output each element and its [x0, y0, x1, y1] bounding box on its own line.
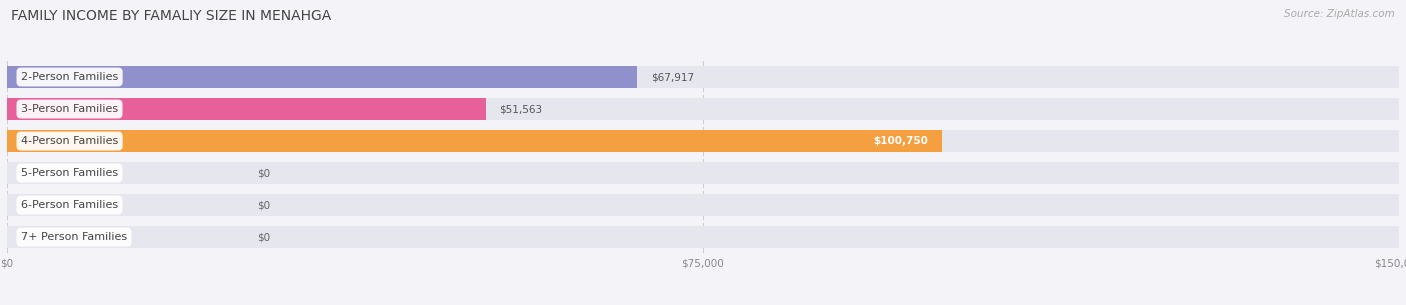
- Text: 3-Person Families: 3-Person Families: [21, 104, 118, 114]
- Text: 6-Person Families: 6-Person Families: [21, 200, 118, 210]
- Text: $100,750: $100,750: [873, 136, 928, 146]
- Bar: [7, 98, 485, 120]
- Text: 2-Person Families: 2-Person Families: [21, 72, 118, 82]
- Bar: [7, 162, 1399, 184]
- Bar: [7, 194, 1399, 216]
- Text: 5-Person Families: 5-Person Families: [21, 168, 118, 178]
- Text: Source: ZipAtlas.com: Source: ZipAtlas.com: [1284, 9, 1395, 19]
- Bar: [7, 130, 1399, 152]
- Text: $67,917: $67,917: [651, 72, 695, 82]
- Text: 4-Person Families: 4-Person Families: [21, 136, 118, 146]
- Text: FAMILY INCOME BY FAMALIY SIZE IN MENAHGA: FAMILY INCOME BY FAMALIY SIZE IN MENAHGA: [11, 9, 332, 23]
- Text: $51,563: $51,563: [499, 104, 543, 114]
- Text: 7+ Person Families: 7+ Person Families: [21, 232, 127, 242]
- Bar: [7, 130, 942, 152]
- Text: $0: $0: [257, 200, 271, 210]
- Text: $0: $0: [257, 232, 271, 242]
- Bar: [7, 226, 1399, 248]
- Bar: [7, 66, 1399, 88]
- Text: $0: $0: [257, 168, 271, 178]
- Bar: [7, 98, 1399, 120]
- Bar: [7, 66, 637, 88]
